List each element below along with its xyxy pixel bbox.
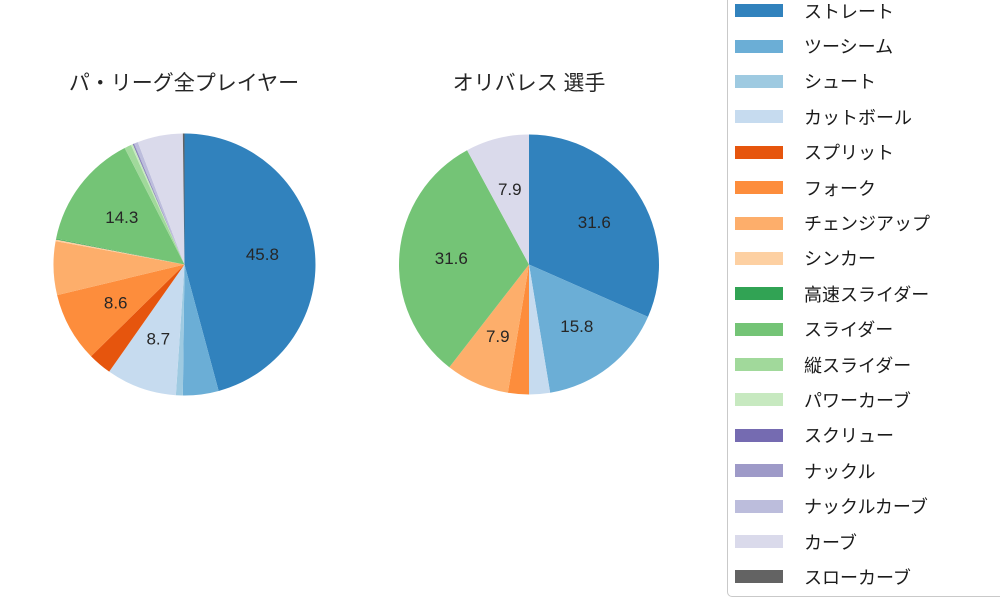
pie-slice-縦スライダー <box>124 144 185 265</box>
pie-slice-フォーク <box>507 264 529 395</box>
legend-item-label: フォーク <box>804 178 876 199</box>
pie-slice-パワーカーブ <box>130 144 185 265</box>
legend-color-swatch <box>735 535 783 549</box>
legend-item-label: スライダー <box>804 320 894 341</box>
legend-item: スローカーブ <box>735 559 1000 594</box>
legend-item-label: シュート <box>804 72 876 93</box>
pie-slice-ストレート <box>529 134 659 317</box>
pie-slice-スローカーブ <box>182 133 185 265</box>
left-pie-title: パ・リーグ全プレイヤー <box>68 72 300 95</box>
legend-item: スクリュー <box>735 418 1000 453</box>
pie-slice-カットボール <box>529 264 551 395</box>
pie-slice-percent-label: 7.9 <box>498 180 522 199</box>
legend-item: ナックルカーブ <box>735 488 1000 523</box>
pie-slice-percent-label: 14.3 <box>105 208 138 227</box>
legend-item-label: カットボール <box>804 107 912 128</box>
pie-slice-カーブ <box>467 134 529 265</box>
pie-slice-percent-label: 31.6 <box>435 249 468 268</box>
pie-slice-percent-label: 45.8 <box>246 245 279 264</box>
pie-slice-スライダー <box>399 150 529 368</box>
legend-item-label: 高速スライダー <box>804 284 930 305</box>
right-pie-title: オリバレス 選手 <box>452 72 606 95</box>
pie-slice-チェンジアップ <box>449 264 529 393</box>
pie-slice-ツーシーム <box>182 264 219 396</box>
legend-item: ツーシーム <box>735 28 1000 63</box>
legend-item: フォーク <box>735 170 1000 205</box>
legend-color-swatch <box>735 110 783 124</box>
legend-item-label: シンカー <box>804 249 876 270</box>
legend-color-swatch <box>735 145 783 159</box>
pie-slice-スライダー <box>56 147 185 265</box>
legend-color-swatch <box>735 570 783 584</box>
legend-color-swatch <box>735 251 783 265</box>
pie-slice-スクリュー <box>132 143 185 265</box>
legend-color-swatch <box>735 39 783 53</box>
legend-item-label: スクリュー <box>804 426 894 447</box>
legend-item-label: ストレート <box>804 1 894 22</box>
legend-item-label: パワーカーブ <box>804 390 911 411</box>
legend-item: スライダー <box>735 312 1000 347</box>
legend-item: シンカー <box>735 241 1000 276</box>
legend-item-label: 縦スライダー <box>804 355 912 376</box>
pie-slice-percent-label: 8.6 <box>104 294 128 313</box>
pie-slice-ナックル <box>133 143 185 265</box>
pie-slice-percent-label: 15.8 <box>560 317 593 336</box>
pie-slice-ツーシーム <box>529 264 648 393</box>
pie-slice-カーブ <box>137 133 185 265</box>
legend-color-swatch <box>735 358 783 372</box>
pie-slice-チェンジアップ <box>53 241 185 296</box>
legend-item: ストレート <box>735 0 1000 28</box>
legend-item: 縦スライダー <box>735 347 1000 382</box>
legend-item-label: ツーシーム <box>804 37 894 58</box>
legend-color-swatch <box>735 74 783 88</box>
legend-item: カーブ <box>735 524 1000 559</box>
legend-item-label: チェンジアップ <box>804 214 930 235</box>
legend-item: カットボール <box>735 99 1000 134</box>
legend-color-swatch <box>735 4 783 18</box>
pie-slice-percent-label: 7.9 <box>486 327 510 346</box>
pie-slice-ナックルカーブ <box>134 142 185 265</box>
legend-item-label: スプリット <box>804 143 894 164</box>
legend-item: パワーカーブ <box>735 382 1000 417</box>
legend-color-swatch <box>735 393 783 407</box>
legend-color-swatch <box>735 287 783 301</box>
pitch-type-legend: ストレートツーシームシュートカットボール スプリットフォークチェンジアップ シンカー… <box>727 0 1000 597</box>
legend-item-label: カーブ <box>804 532 857 553</box>
legend-color-swatch <box>735 322 783 336</box>
pie-slice-percent-label: 8.7 <box>146 330 170 349</box>
legend-color-swatch <box>735 216 783 230</box>
legend-item-label: ナックルカーブ <box>804 497 928 518</box>
pie-slice-フォーク <box>57 264 185 357</box>
legend-item: ナックル <box>735 453 1000 488</box>
legend-item: チェンジアップ <box>735 205 1000 240</box>
legend-color-swatch <box>735 428 783 442</box>
legend-color-swatch <box>735 181 783 195</box>
legend-item-label: ナックル <box>804 461 876 482</box>
pie-slice-percent-label: 31.6 <box>578 213 611 232</box>
legend-color-swatch <box>735 464 783 478</box>
legend-item-label: スローカーブ <box>804 567 911 588</box>
pie-slice-ストレート <box>184 133 316 391</box>
legend-color-swatch <box>735 499 783 513</box>
pie-slice-シンカー <box>55 239 185 265</box>
legend-item: シュート <box>735 64 1000 99</box>
pie-slice-シュート <box>175 264 185 396</box>
pie-slice-カットボール <box>109 264 185 396</box>
pie-slice-スプリット <box>91 264 185 372</box>
pie-slice-高速スライダー <box>55 238 185 265</box>
legend-item: 高速スライダー <box>735 276 1000 311</box>
legend-item: スプリット <box>735 135 1000 170</box>
